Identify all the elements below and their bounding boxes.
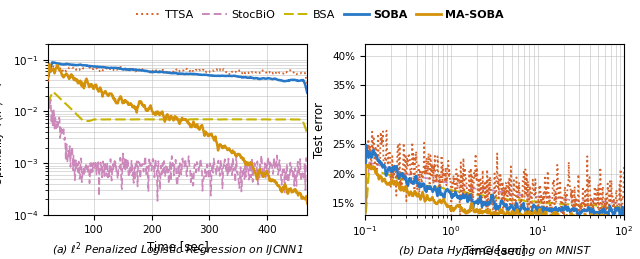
Legend: TTSA, StocBiO, BSA, SOBA, MA-SOBA: TTSA, StocBiO, BSA, SOBA, MA-SOBA bbox=[132, 5, 508, 24]
X-axis label: Time [sec]: Time [sec] bbox=[463, 244, 525, 257]
Text: (b) Data Hyper-Clearning on MNIST: (b) Data Hyper-Clearning on MNIST bbox=[399, 246, 590, 256]
X-axis label: Time [sec]: Time [sec] bbox=[147, 240, 209, 253]
Y-axis label: Optimality $\Phi(x^k) - \Phi^*$: Optimality $\Phi(x^k) - \Phi^*$ bbox=[0, 73, 7, 186]
Text: (a) $\ell^2$ Penalized Logistic Regression on IJCNN1: (a) $\ell^2$ Penalized Logistic Regressi… bbox=[52, 241, 303, 259]
Y-axis label: Test error: Test error bbox=[314, 102, 326, 157]
